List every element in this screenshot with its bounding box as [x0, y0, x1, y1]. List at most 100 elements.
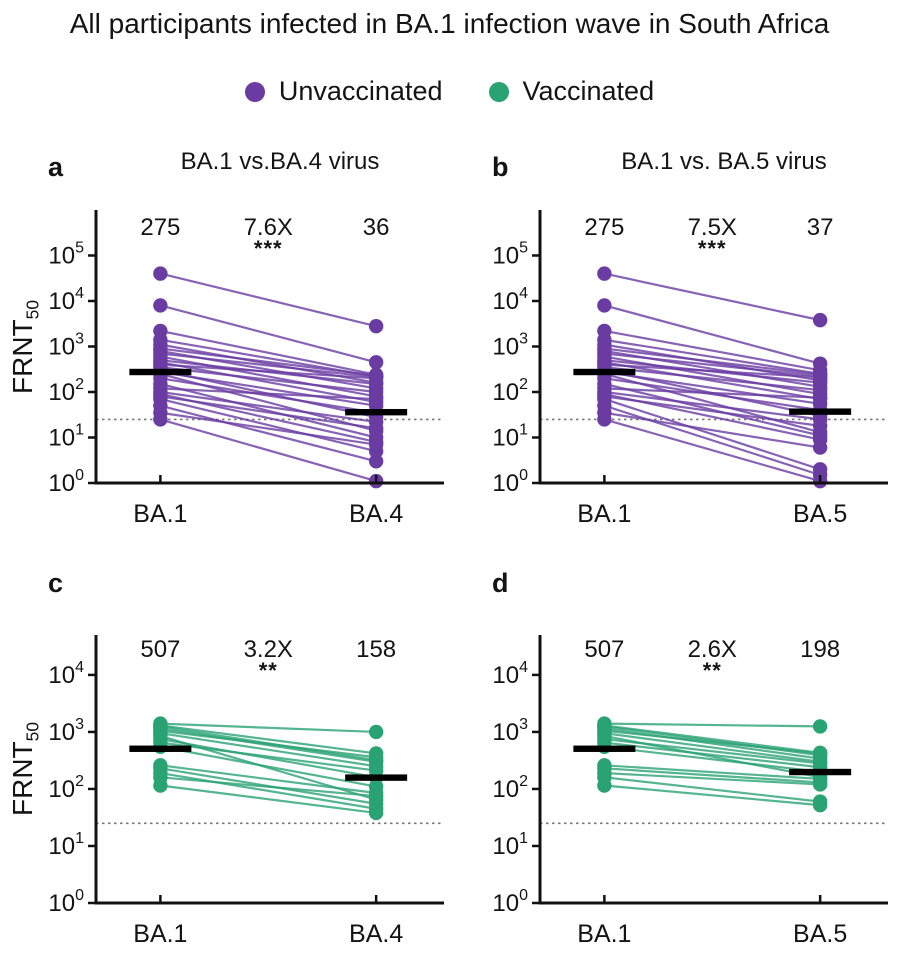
pair-line [160, 390, 377, 424]
x-tick-label: BA.1 [577, 500, 631, 528]
pair-line [604, 390, 821, 421]
y-tick-label: 104 [492, 285, 528, 315]
pair-line [160, 784, 377, 815]
pair-line [604, 347, 821, 376]
pair-line [604, 382, 821, 437]
y-tick-label: 103 [492, 331, 528, 361]
pair-line [160, 745, 377, 788]
gmt-bar [789, 408, 852, 415]
x-tick-label: BA.4 [349, 920, 403, 948]
data-point [153, 412, 168, 427]
gmt-label-left: 507 [140, 636, 180, 663]
x-tick-label: BA.1 [577, 920, 631, 948]
x-tick-label: BA.5 [793, 920, 847, 948]
panel-c-chart: c 100 101 102 103 104 BA.1 BA.4 507 158 3.2X** [48, 568, 444, 948]
pair-line [160, 724, 377, 755]
data-point [597, 298, 612, 313]
panel-b-chart: b BA.1 vs. BA.5 virus 100 101 102 103 104 105 BA… [492, 148, 888, 528]
pair-line [604, 338, 821, 375]
data-point [368, 371, 384, 386]
legend-item-vaccinated: Vaccinated [488, 76, 654, 107]
pair-line [604, 352, 821, 378]
significance-label: ** [259, 658, 278, 683]
unvaccinated-dot-icon [244, 81, 265, 102]
pair-line [160, 411, 377, 446]
y-tick-label: 104 [48, 285, 84, 315]
pair-line [160, 737, 377, 779]
data-point [368, 788, 384, 804]
fold-change-label: 3.2X [244, 636, 293, 663]
data-point [597, 412, 612, 427]
pair-line [604, 395, 821, 427]
y-tick-label: 103 [48, 331, 84, 361]
y-tick-label: 101 [48, 830, 84, 860]
pair-line [160, 377, 377, 414]
pair-line [160, 352, 377, 379]
gmt-label-right: 37 [807, 214, 834, 241]
pair-line [604, 724, 821, 754]
gmt-label-right: 36 [363, 214, 390, 241]
data-point [812, 370, 828, 385]
significance-label: ** [703, 658, 722, 683]
panel-letter-a: a [48, 152, 64, 182]
pair-line [160, 418, 377, 483]
data-point [812, 440, 828, 455]
pair-line [604, 377, 821, 412]
y-tick-label: 105 [48, 240, 84, 270]
pair-line [604, 764, 821, 781]
x-tick-label: BA.4 [349, 500, 403, 528]
gmt-label-right: 198 [800, 636, 840, 663]
y-tick-label: 104 [492, 659, 528, 689]
y-tick-label: 101 [492, 830, 528, 860]
data-point [368, 391, 384, 407]
data-point [368, 318, 384, 334]
x-tick-label: BA.1 [133, 500, 187, 528]
paired-data-b [597, 266, 828, 489]
x-tick-label: BA.5 [793, 500, 847, 528]
data-point [368, 421, 384, 436]
figure-title: All participants infected in BA.1 infect… [69, 8, 830, 39]
pair-line [160, 382, 377, 439]
pair-line [604, 737, 821, 765]
panel-letter-c: c [48, 568, 63, 598]
data-point [153, 778, 168, 793]
pair-line [604, 729, 821, 755]
pair-line [160, 727, 377, 763]
pair-line [160, 304, 377, 364]
pair-line [604, 771, 821, 786]
pair-line [604, 404, 821, 477]
gmt-bar [573, 368, 636, 376]
legend-item-unvaccinated: Unvaccinated [244, 76, 443, 107]
y-tick-label: 100 [48, 887, 84, 917]
y-tick-label: 102 [492, 773, 528, 803]
legend-label-unvaccinated: Unvaccinated [278, 76, 443, 106]
pair-line [160, 361, 377, 404]
fold-change-label: 2.6X [688, 636, 737, 663]
gmt-bar [129, 368, 192, 376]
pair-line [160, 722, 377, 734]
pair-line [604, 304, 821, 365]
data-point [597, 266, 612, 281]
y-tick-label: 102 [492, 376, 528, 406]
data-point [153, 298, 168, 313]
data-point [597, 778, 612, 793]
y-tick-label: 104 [48, 659, 84, 689]
data-point [368, 724, 384, 740]
pair-line [604, 363, 821, 379]
panel-a-chart: a BA.1 vs.BA.4 virus 100 101 102 103 104 105 BA.… [48, 148, 444, 528]
pair-line [604, 370, 821, 405]
y-tick-label: 101 [48, 422, 84, 452]
gmt-label-right: 158 [356, 636, 396, 663]
pair-line [160, 397, 377, 453]
fold-change-label: 7.6X [244, 214, 293, 241]
paired-data-a [153, 266, 384, 489]
gmt-bar [789, 768, 852, 776]
data-point [153, 266, 168, 281]
y-tick-label: 100 [492, 467, 528, 497]
pair-line [160, 729, 377, 759]
gmt-bar [573, 745, 636, 752]
pair-line [160, 732, 377, 768]
pair-line [604, 355, 821, 396]
gmt-label-left: 275 [140, 214, 180, 241]
panel-letter-b: b [492, 152, 509, 182]
